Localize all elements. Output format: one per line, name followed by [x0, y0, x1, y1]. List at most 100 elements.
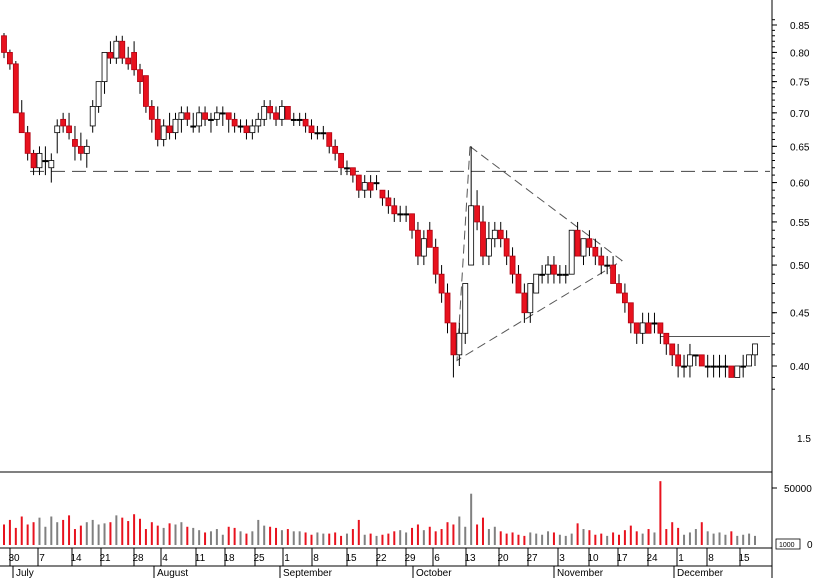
candle	[598, 247, 605, 275]
candle	[545, 256, 551, 284]
candle	[95, 81, 102, 113]
candle-body	[267, 106, 274, 114]
candle	[36, 146, 43, 176]
candle	[202, 106, 208, 126]
candle	[468, 146, 475, 266]
candle-body	[681, 365, 687, 368]
candle-body	[633, 322, 640, 334]
month-label: August	[157, 568, 188, 578]
candle-body	[438, 273, 445, 294]
candle	[627, 302, 634, 334]
candle-body	[539, 273, 546, 276]
candle-body	[101, 52, 108, 83]
candle	[610, 256, 616, 284]
candle	[515, 265, 522, 294]
candle	[681, 354, 687, 378]
candle-body	[66, 125, 72, 134]
candle-body	[503, 238, 510, 257]
candle-body	[7, 52, 13, 65]
candle	[213, 106, 220, 126]
day-tick-label: 1	[284, 553, 290, 564]
candle	[89, 100, 96, 133]
candle-body	[249, 125, 256, 134]
candle	[734, 365, 741, 378]
candle-body	[462, 283, 469, 334]
candle	[415, 221, 421, 266]
candle-body	[95, 81, 102, 107]
candle-body	[361, 182, 368, 191]
candle-body	[296, 118, 303, 121]
candle	[237, 119, 244, 133]
candle-body	[391, 205, 398, 215]
candle	[255, 112, 262, 133]
candle-body	[225, 112, 232, 120]
candle	[746, 354, 752, 367]
candle-body	[533, 273, 540, 294]
candle-body	[556, 273, 563, 276]
candle	[580, 238, 587, 266]
candle	[101, 52, 108, 94]
candle-body	[213, 112, 220, 120]
price-extra-tick-label: 1.5	[797, 434, 811, 445]
candle	[77, 132, 84, 161]
candle-body	[237, 125, 244, 128]
candle-body	[687, 354, 693, 367]
candle	[231, 112, 238, 133]
candle-body	[219, 112, 226, 115]
candle-body	[148, 106, 155, 120]
candle-body	[456, 332, 463, 356]
day-tick-label: 15	[738, 553, 750, 564]
candle-body	[586, 238, 593, 248]
candle-body	[196, 112, 203, 127]
candle	[616, 274, 622, 294]
price-tick-label: 0.50	[790, 261, 810, 272]
candle	[474, 190, 480, 231]
candle	[450, 322, 457, 378]
candle	[261, 100, 268, 126]
day-tick-label: 15	[345, 553, 357, 564]
candle-body	[491, 229, 498, 240]
candle-body	[746, 354, 752, 367]
candle	[302, 112, 309, 133]
candle-body	[669, 343, 676, 356]
candle	[249, 119, 256, 140]
candle-body	[143, 75, 149, 107]
candle-body	[562, 273, 569, 276]
candle	[426, 221, 433, 248]
candle	[645, 312, 652, 334]
candle	[367, 175, 374, 198]
candle	[639, 312, 646, 344]
candle-body	[527, 283, 534, 314]
candle	[83, 139, 90, 168]
candle	[326, 132, 333, 154]
day-tick-label: 10	[587, 553, 599, 564]
candle	[562, 265, 569, 284]
candle	[178, 106, 185, 133]
day-tick-label: 25	[253, 553, 265, 564]
candle-body	[131, 52, 137, 71]
candle	[556, 265, 563, 284]
candle-body	[18, 112, 25, 134]
price-tick-label: 0.60	[790, 179, 810, 190]
candle	[503, 230, 510, 266]
candle-body	[509, 255, 516, 275]
price-tick-label: 0.70	[790, 109, 810, 120]
candle	[349, 167, 356, 183]
candle-body	[12, 63, 19, 114]
candle	[373, 175, 380, 191]
candle-body	[36, 152, 43, 169]
candle	[48, 153, 55, 183]
candle-body	[722, 365, 729, 368]
candle	[704, 354, 711, 378]
candle	[190, 112, 197, 133]
candle	[539, 265, 546, 284]
price-tick-label: 0.80	[790, 48, 810, 59]
candle	[30, 149, 37, 176]
candle	[284, 106, 291, 120]
volume-series	[3, 481, 756, 545]
candle-body	[409, 213, 415, 231]
candle-body	[415, 229, 421, 257]
candle-body	[515, 273, 522, 294]
day-tick-label: 18	[223, 553, 235, 564]
candle	[1, 33, 7, 59]
